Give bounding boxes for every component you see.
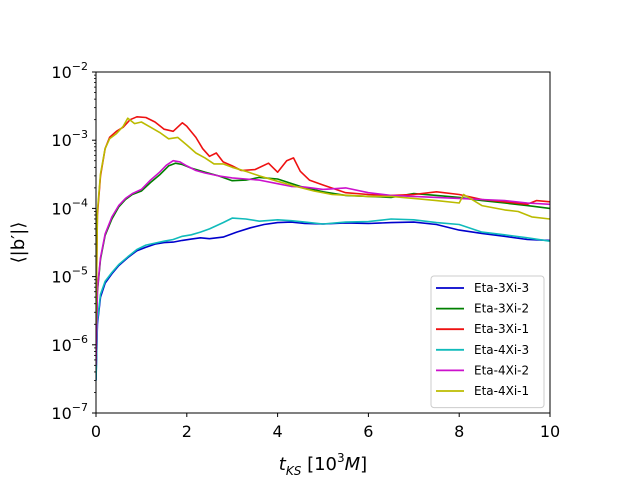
x-tick-label: 8	[454, 422, 464, 441]
x-axis-label: tKS [103M]	[279, 451, 367, 478]
y-tick-label: 10−2	[51, 60, 88, 82]
series-layer	[96, 116, 550, 381]
series-line-eta-4xi-2	[96, 159, 550, 366]
legend-item: Eta-3Xi-3	[436, 281, 529, 295]
x-tick-label: 4	[273, 422, 283, 441]
legend-label: Eta-4Xi-2	[474, 363, 529, 377]
legend-item: Eta-3Xi-1	[436, 322, 529, 336]
series-line-eta-3xi-1	[96, 116, 550, 325]
y-tick-label: 10−3	[51, 128, 88, 150]
legend: Eta-3Xi-3 Eta-3Xi-2 Eta-3Xi-1 Eta-4Xi-3 Eta-…	[430, 275, 545, 409]
series-line-eta-4xi-3	[96, 217, 550, 381]
y-tick-label: 10−7	[51, 401, 88, 423]
legend-label: Eta-3Xi-2	[474, 302, 529, 316]
x-tick-label: 10	[540, 422, 560, 441]
x-tick-label: 2	[182, 422, 192, 441]
legend-label: Eta-4Xi-3	[474, 343, 529, 357]
x-tick-label: 0	[91, 422, 101, 441]
legend-item: Eta-4Xi-1	[436, 384, 529, 398]
y-tick-label: 10−4	[51, 196, 88, 218]
series-line-eta-4xi-1	[96, 117, 550, 325]
legend-label: Eta-3Xi-3	[474, 281, 529, 295]
legend-label: Eta-3Xi-1	[474, 322, 529, 336]
plot-frame	[95, 71, 551, 414]
x-axis: 0 2 4 6 8 10	[91, 413, 560, 441]
legend-item: Eta-3Xi-2	[436, 302, 529, 316]
legend-item: Eta-4Xi-3	[436, 343, 529, 357]
y-tick-label: 10−6	[51, 333, 88, 355]
y-axis-label: ⟨|b′|⟩	[8, 222, 29, 264]
x-tick-label: 6	[363, 422, 373, 441]
y-tick-label: 10−5	[51, 265, 88, 287]
legend-item: Eta-4Xi-2	[436, 363, 529, 377]
y-axis: 10−7 10−6 10−5 10−4 10−3 10−2	[51, 60, 96, 423]
legend-label: Eta-4Xi-1	[474, 384, 529, 398]
